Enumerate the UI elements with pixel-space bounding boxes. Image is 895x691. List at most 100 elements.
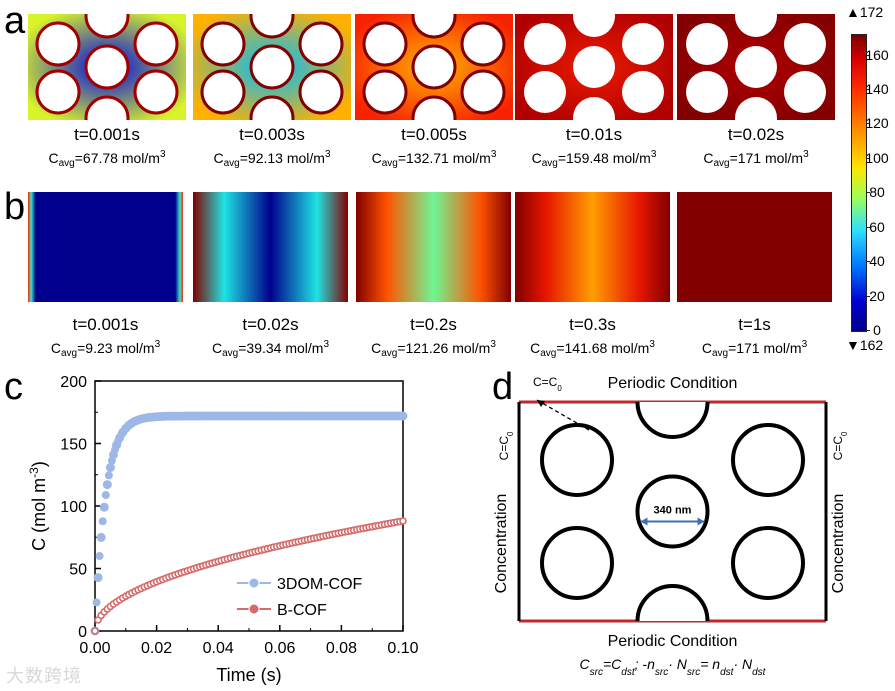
cavg-label: Cavg=67.78 mol/m3	[48, 149, 166, 169]
caption-b-4: t=0.3s Cavg=141.68 mol/m3	[505, 316, 680, 362]
pore	[573, 46, 615, 88]
colorbar-tick-label: 40	[869, 253, 885, 270]
3dom-cof-point	[398, 411, 408, 421]
colorbar-tick-label: 120	[865, 115, 889, 132]
pore-cell-a-1	[28, 14, 186, 120]
pore	[133, 69, 179, 115]
cell-field	[677, 192, 832, 302]
colorbar-tick	[866, 157, 870, 159]
colorbar-tick-label: 100	[865, 149, 889, 166]
watermark: 大数跨境	[6, 666, 82, 686]
3dom-cof-point	[95, 552, 104, 561]
pore	[686, 23, 728, 65]
pore	[298, 21, 344, 67]
pore-cell-a-5	[677, 14, 835, 120]
time-label: t=0.003s	[239, 125, 305, 144]
colorbar-tick-label: 160	[865, 46, 889, 63]
pore-cell-a-2	[193, 14, 351, 120]
x-tick-label: 0.08	[326, 640, 357, 657]
corner-bc-label: C=C0	[533, 375, 562, 393]
bottom-periodic-label: Periodic Condition	[608, 633, 738, 650]
bulk-cell-b-2	[193, 192, 348, 302]
legend-marker	[248, 603, 260, 615]
y-axis-label: C (mol m-3)	[27, 461, 49, 551]
pore	[524, 71, 566, 113]
bulk-cell-b-1	[28, 192, 183, 302]
caption-b-1: t=0.001s Cavg=9.23 mol/m3	[18, 316, 193, 362]
pore	[524, 23, 566, 65]
colorbar-tick-label: 140	[865, 81, 889, 98]
3dom-cof-point	[104, 471, 113, 480]
legend-label: B-COF	[277, 602, 327, 619]
caption-b-5: t=1s Cavg=171 mol/m3	[667, 316, 842, 362]
pore	[460, 69, 506, 115]
bottom-half-pore	[635, 584, 710, 622]
y-tick-label: 200	[60, 374, 87, 391]
pore-circle	[540, 423, 614, 497]
pore	[84, 44, 130, 90]
left-concentration-label: Concentration	[493, 494, 510, 594]
colorbar-tick	[866, 192, 870, 194]
y-tick-label: 50	[69, 562, 87, 579]
colorbar-min-label: ▼162	[846, 337, 884, 353]
colorbar-tick	[866, 89, 870, 91]
cavg-label: Cavg=171 mol/m3	[703, 149, 809, 169]
pore	[200, 21, 246, 67]
caption-a-4: t=0.01s Cavg=159.48 mol/m3	[505, 126, 683, 172]
colorbar-tick-label: 80	[869, 184, 885, 201]
pore	[84, 14, 130, 39]
3dom-cof-point	[101, 491, 110, 500]
pore-cell-a-3	[355, 14, 513, 120]
y-tick-label: 100	[60, 499, 87, 516]
b-cof-point	[399, 517, 407, 525]
colorbar-gradient	[851, 34, 867, 332]
colorbar-tick	[866, 54, 870, 56]
pore	[362, 21, 408, 67]
cell-field	[28, 192, 183, 302]
cell-field	[515, 192, 670, 302]
time-label: t=0.3s	[569, 315, 616, 334]
3dom-cof-point	[102, 480, 112, 490]
time-label: t=0.001s	[74, 125, 140, 144]
3dom-cof-point	[98, 517, 107, 526]
time-label: t=1s	[738, 315, 771, 334]
colorbar-tick-label: 60	[869, 218, 885, 235]
pore	[622, 71, 664, 113]
bc-arrow-head	[537, 400, 545, 407]
boundary-equation: Csrc=Cdst; -nsrc· Nsrc= ndst· Ndst	[580, 656, 767, 678]
pore	[298, 69, 344, 115]
concentration-chart: 0.00 0.02 0.04 0.06 0.08 0.10 0 50 100 150 200 Time…	[27, 374, 419, 685]
pore	[784, 71, 826, 113]
time-label: t=0.02s	[727, 125, 785, 144]
pore	[249, 95, 295, 120]
panel-letter-c: c	[4, 366, 23, 408]
3dom-cof-point	[105, 463, 115, 473]
right-concentration-label: Concentration	[830, 494, 847, 594]
caption-a-2: t=0.003s Cavg=92.13 mol/m3	[183, 126, 361, 172]
x-tick-label: 0.10	[387, 640, 418, 657]
cell-field	[356, 192, 511, 302]
pore	[573, 97, 615, 120]
legend-label: 3DOM-COF	[277, 576, 363, 593]
caption-b-2: t=0.02s Cavg=39.34 mol/m3	[183, 316, 358, 362]
pore	[735, 97, 777, 120]
x-tick-label: 0.00	[79, 640, 110, 657]
x-tick-label: 0.04	[203, 640, 234, 657]
right-bc-label: C=C0	[831, 431, 849, 460]
x-axis-label: Time (s)	[216, 665, 281, 685]
panel-letter-d: d	[492, 366, 514, 408]
cavg-label: Cavg=92.13 mol/m3	[213, 149, 331, 169]
cavg-label: Cavg=9.23 mol/m3	[50, 339, 161, 359]
top-periodic-label: Periodic Condition	[608, 375, 738, 392]
caption-a-3: t=0.005s Cavg=132.71 mol/m3	[345, 126, 523, 172]
pore	[622, 23, 664, 65]
colorbar-max-label: ▲172	[846, 4, 884, 20]
bulk-cell-b-5	[677, 192, 832, 302]
top-half-pore	[635, 401, 710, 439]
3dom-cof-point	[96, 532, 106, 542]
pore	[735, 46, 777, 88]
time-label: t=0.02s	[242, 315, 299, 334]
cavg-label: Cavg=39.34 mol/m3	[211, 339, 330, 359]
pore	[735, 14, 777, 37]
colorbar-tick	[866, 295, 870, 297]
